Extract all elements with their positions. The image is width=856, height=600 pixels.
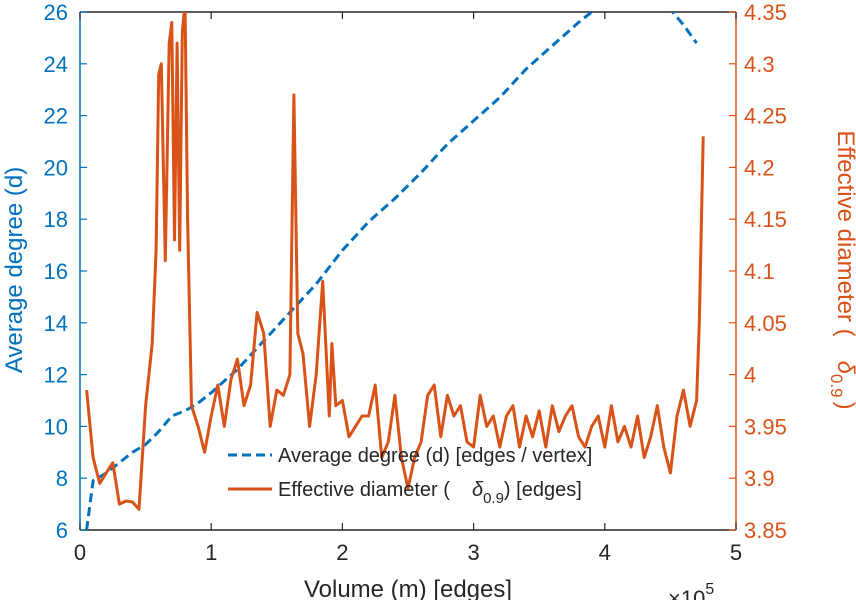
- legend-label-effective-diameter: Effective diameter ( δ0.9) [edges]: [278, 479, 582, 507]
- legend-label-average-degree: Average degree (d) [edges / vertex]: [278, 445, 592, 467]
- y-left-tick-label: 16: [44, 259, 68, 284]
- x-exponent-label: ×105: [668, 581, 714, 600]
- y-right-tick-label: 3.85: [744, 518, 787, 543]
- y-right-tick-label: 4: [744, 363, 756, 388]
- legend-label-effective-diameter-prefix: Effective diameter (: [278, 479, 450, 501]
- axes-layer: 0 1 2 3 4 5681012141618202224263.853.93.9544.…: [44, 0, 787, 565]
- x-tick-label: 3: [467, 540, 479, 565]
- x-exponent-power: 5: [705, 581, 714, 598]
- y-axis-right-label-suffix: ): [832, 402, 856, 410]
- y-left-tick-label: 26: [44, 0, 68, 25]
- y-right-tick-label: 4.25: [744, 104, 787, 129]
- legend-label-effective-diameter-delta: δ: [472, 479, 484, 501]
- y-left-tick-label: 10: [44, 414, 68, 439]
- y-right-tick-label: 4.35: [744, 0, 787, 25]
- y-left-tick-label: 6: [56, 518, 68, 543]
- legend-label-effective-diameter-suffix: ) [edges]: [504, 479, 582, 501]
- y-left-tick-label: 12: [44, 363, 68, 388]
- y-right-tick-label: 4.15: [744, 207, 787, 232]
- y-left-tick-label: 8: [56, 466, 68, 491]
- y-left-tick-label: 22: [44, 104, 68, 129]
- y-right-tick-label: 4.05: [744, 311, 787, 336]
- x-tick-label: 1: [205, 540, 217, 565]
- x-tick-label: 2: [336, 540, 348, 565]
- y-axis-right-label-delta: δ: [832, 361, 856, 375]
- x-tick-label: 4: [599, 540, 611, 565]
- y-left-tick-label: 24: [44, 52, 68, 77]
- series-line-effective-diameter: [85, 12, 705, 511]
- legend: Average degree (d) [edges / vertex] Effe…: [228, 445, 592, 507]
- y-right-tick-label: 4.1: [744, 259, 775, 284]
- y-left-tick-label: 14: [44, 311, 68, 336]
- x-axis-label: Volume (m) [edges]: [304, 576, 512, 600]
- y-axis-right-label: Effective diameter ( δ0.9): [827, 130, 856, 409]
- series-line-average-degree: [85, 12, 698, 530]
- y-axis-right-label-prefix: Effective diameter (: [832, 130, 856, 336]
- legend-label-effective-diameter-sub: 0.9: [483, 490, 504, 507]
- y-axis-left-label: Average degree (d): [1, 167, 28, 373]
- x-tick-label: 5: [730, 540, 742, 565]
- y-right-tick-label: 4.2: [744, 155, 775, 180]
- x-exponent-base: ×10: [668, 586, 705, 600]
- x-tick-label: 0: [74, 540, 86, 565]
- y-axis-right-label-sub: 0.9: [827, 374, 846, 398]
- y-left-tick-label: 18: [44, 207, 68, 232]
- series-layer: [85, 12, 705, 530]
- y-left-tick-label: 20: [44, 155, 68, 180]
- y-right-tick-label: 3.95: [744, 414, 787, 439]
- y-right-tick-label: 3.9: [744, 466, 775, 491]
- y-right-tick-label: 4.3: [744, 52, 775, 77]
